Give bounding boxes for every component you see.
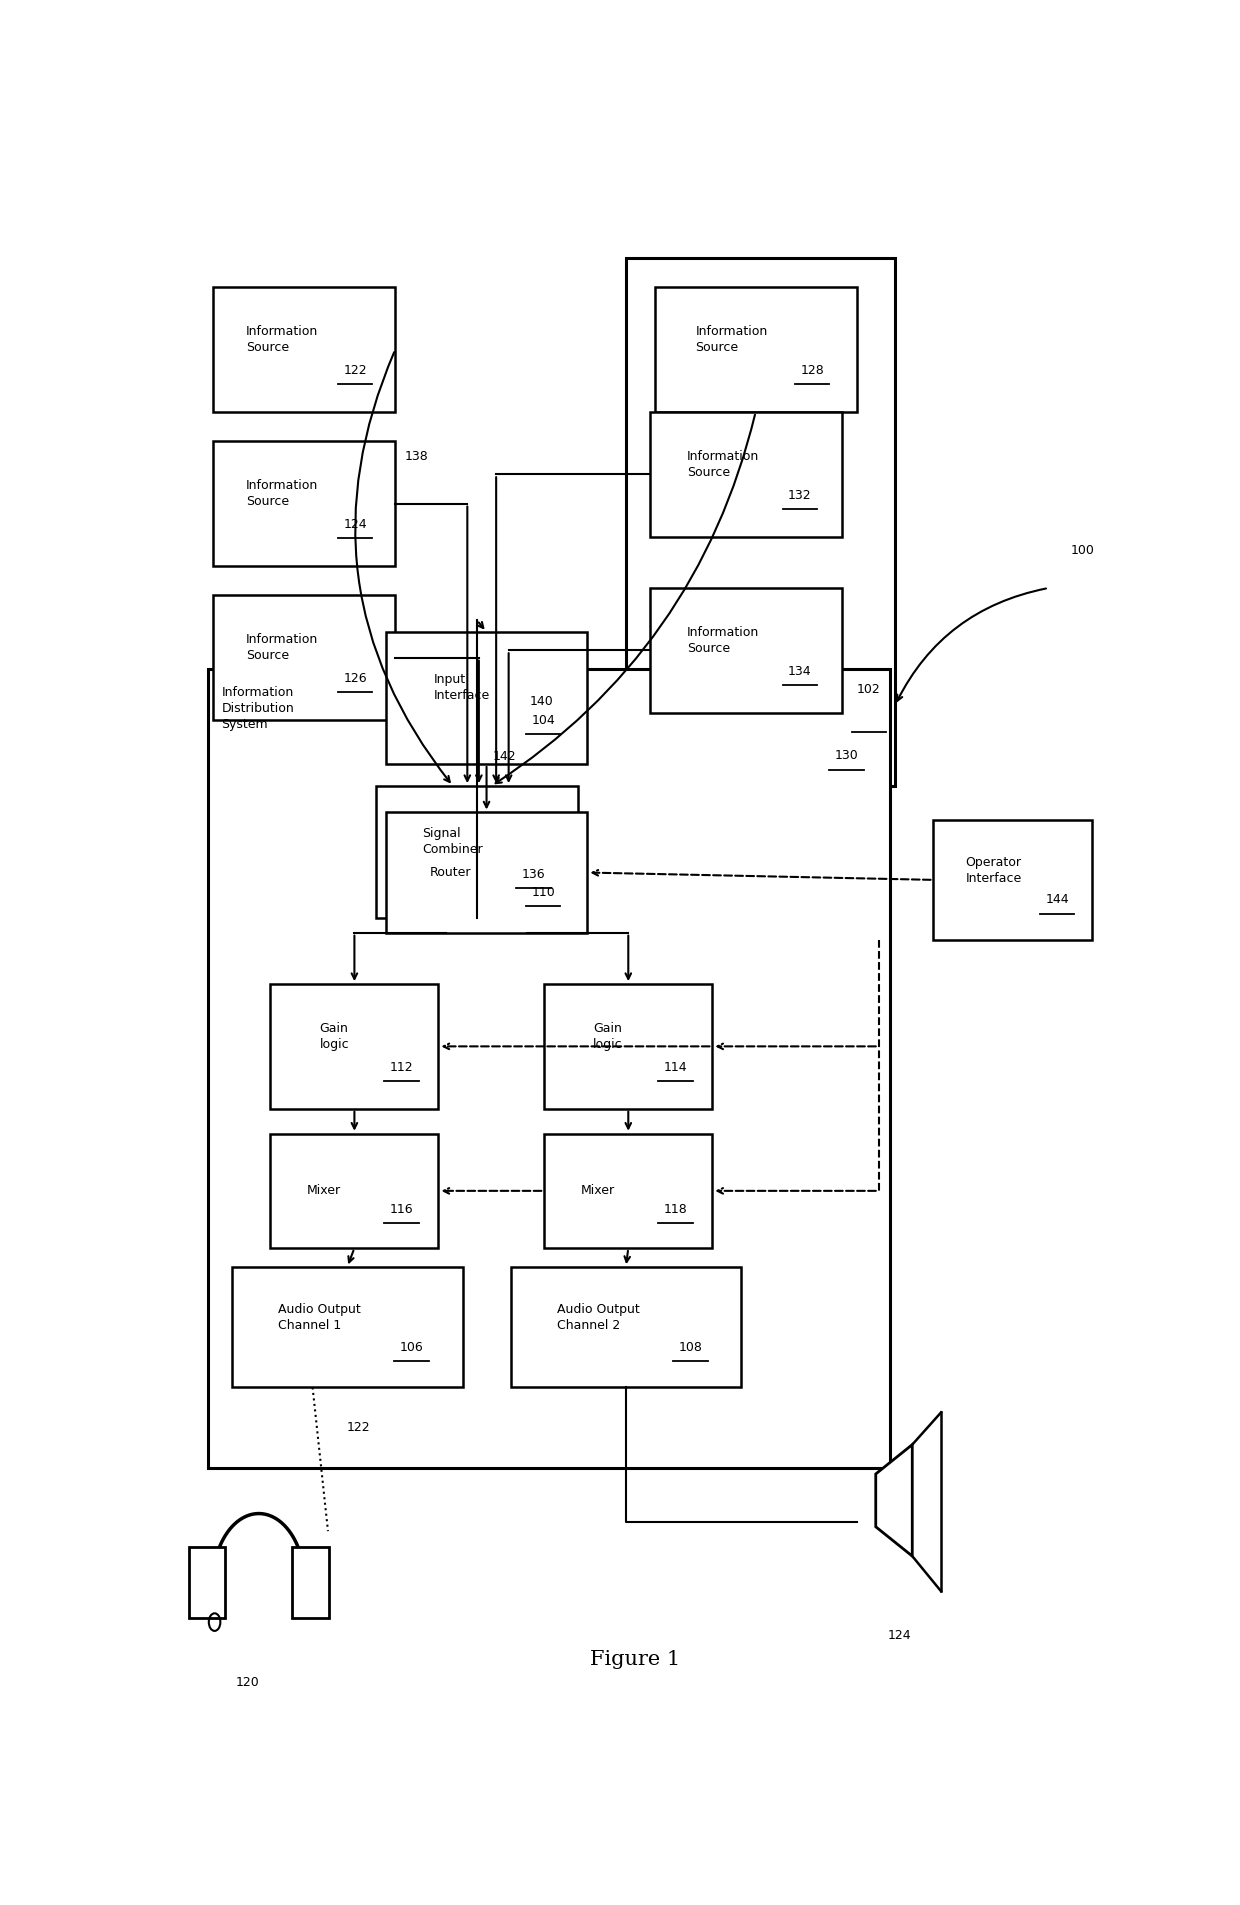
Text: 144: 144 — [1045, 893, 1069, 907]
Text: 118: 118 — [663, 1204, 687, 1215]
Text: 102: 102 — [857, 684, 880, 697]
Text: 138: 138 — [404, 450, 429, 463]
Text: Figure 1: Figure 1 — [590, 1650, 681, 1669]
Text: 114: 114 — [663, 1061, 687, 1074]
FancyBboxPatch shape — [188, 1547, 226, 1617]
Text: 122: 122 — [343, 364, 367, 377]
FancyBboxPatch shape — [650, 411, 842, 537]
FancyBboxPatch shape — [232, 1267, 463, 1387]
Text: 120: 120 — [236, 1676, 259, 1690]
FancyBboxPatch shape — [655, 288, 857, 411]
Text: Information
Distribution
System: Information Distribution System — [221, 686, 294, 732]
FancyBboxPatch shape — [544, 985, 713, 1109]
FancyBboxPatch shape — [934, 819, 1092, 939]
Text: Gain
logic: Gain logic — [593, 1021, 622, 1052]
Text: 134: 134 — [787, 665, 812, 678]
Text: 124: 124 — [888, 1629, 911, 1642]
Text: Input
Interface: Input Interface — [434, 672, 491, 701]
Text: 140: 140 — [529, 695, 553, 709]
Text: Audio Output
Channel 2: Audio Output Channel 2 — [557, 1303, 640, 1332]
FancyBboxPatch shape — [270, 985, 439, 1109]
Text: Information
Source: Information Source — [696, 326, 768, 354]
Text: Signal
Combiner: Signal Combiner — [423, 827, 484, 855]
Text: 128: 128 — [800, 364, 825, 377]
FancyBboxPatch shape — [213, 442, 396, 566]
Text: 130: 130 — [835, 749, 858, 762]
FancyBboxPatch shape — [386, 812, 588, 933]
FancyBboxPatch shape — [270, 1133, 439, 1248]
Text: Audio Output
Channel 1: Audio Output Channel 1 — [278, 1303, 361, 1332]
Text: 112: 112 — [389, 1061, 413, 1074]
FancyBboxPatch shape — [213, 594, 396, 720]
FancyBboxPatch shape — [376, 787, 578, 918]
Text: 142: 142 — [492, 751, 516, 764]
Text: 136: 136 — [522, 869, 546, 880]
FancyBboxPatch shape — [386, 632, 588, 764]
Text: 104: 104 — [531, 714, 556, 728]
Text: 132: 132 — [787, 490, 812, 501]
FancyBboxPatch shape — [511, 1267, 742, 1387]
FancyBboxPatch shape — [650, 589, 842, 712]
Text: 124: 124 — [343, 518, 367, 531]
Text: Operator
Interface: Operator Interface — [966, 855, 1022, 884]
FancyBboxPatch shape — [208, 669, 890, 1469]
Text: Mixer: Mixer — [308, 1185, 341, 1198]
Text: Information
Source: Information Source — [687, 627, 759, 655]
Text: Information
Source: Information Source — [246, 480, 319, 509]
Text: 100: 100 — [1070, 545, 1095, 558]
Text: Information
Source: Information Source — [246, 326, 319, 354]
Text: 116: 116 — [389, 1204, 413, 1215]
Text: Router: Router — [429, 867, 471, 878]
FancyBboxPatch shape — [544, 1133, 713, 1248]
FancyBboxPatch shape — [626, 257, 895, 787]
Text: 106: 106 — [401, 1341, 424, 1354]
Text: 126: 126 — [343, 672, 367, 686]
Text: Mixer: Mixer — [582, 1185, 615, 1198]
Text: Information
Source: Information Source — [246, 632, 319, 663]
FancyBboxPatch shape — [293, 1547, 329, 1617]
Text: 108: 108 — [678, 1341, 702, 1354]
Text: Gain
logic: Gain logic — [320, 1021, 348, 1052]
Text: 110: 110 — [531, 886, 556, 899]
Polygon shape — [875, 1444, 913, 1556]
Text: Information
Source: Information Source — [687, 450, 759, 478]
FancyBboxPatch shape — [213, 288, 396, 411]
Text: 122: 122 — [346, 1421, 370, 1434]
